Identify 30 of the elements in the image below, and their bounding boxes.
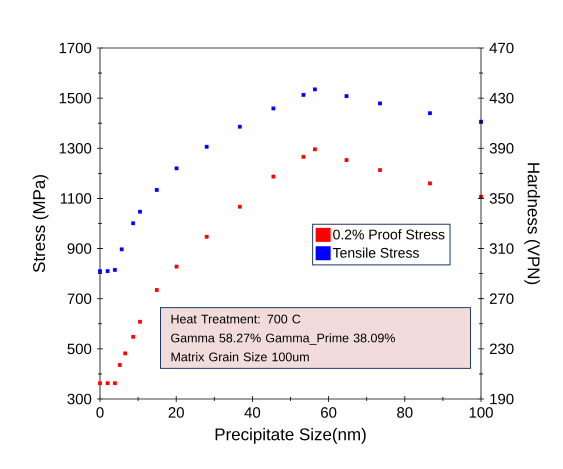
annotation: Gamma 58.27% Gamma_Prime 38.09% bbox=[171, 333, 395, 345]
x-tick-label: 20 bbox=[168, 407, 184, 418]
x-tick-label: 40 bbox=[244, 407, 260, 418]
y2-tick-label: 350 bbox=[490, 193, 514, 204]
annotation: Heat Treatment: 700 C bbox=[172, 314, 300, 324]
y-tick-label: 700 bbox=[68, 293, 92, 304]
y2-tick-label: 230 bbox=[490, 344, 514, 354]
y2-tick-label: 470 bbox=[490, 42, 514, 54]
y2-tick-label: 190 bbox=[490, 394, 514, 404]
y-tick-label: 300 bbox=[67, 394, 92, 404]
x-axis-title: Precipitate Size(nm) bbox=[216, 428, 366, 444]
y-tick-label: 1100 bbox=[60, 193, 92, 204]
x-tick-label: 0 bbox=[96, 407, 104, 418]
y-tick-label: 500 bbox=[67, 344, 92, 354]
x-tick-label: 80 bbox=[397, 407, 413, 418]
y2-tick-label: 270 bbox=[490, 293, 514, 304]
y2-tick-label: 310 bbox=[490, 243, 514, 254]
y2-tick-label: 430 bbox=[490, 92, 514, 104]
y-axis-title: Stress (MPa) bbox=[32, 175, 48, 272]
y-tick-label: 1700 bbox=[60, 42, 92, 54]
annotation: Matrix Grain Size 100um bbox=[172, 352, 309, 362]
legend-label: 0.2% Proof Stress bbox=[333, 229, 445, 240]
legend-label: Tensile Stress bbox=[332, 248, 419, 258]
y-tick-label: 900 bbox=[68, 243, 92, 254]
y-tick-label: 1300 bbox=[60, 142, 92, 154]
x-tick-label: 60 bbox=[321, 407, 336, 418]
y2-axis-title: Hardness (VPN) bbox=[524, 163, 540, 284]
y2-tick-label: 390 bbox=[490, 142, 514, 154]
y-tick-label: 1500 bbox=[60, 92, 92, 104]
x-tick-label: 100 bbox=[470, 407, 493, 418]
